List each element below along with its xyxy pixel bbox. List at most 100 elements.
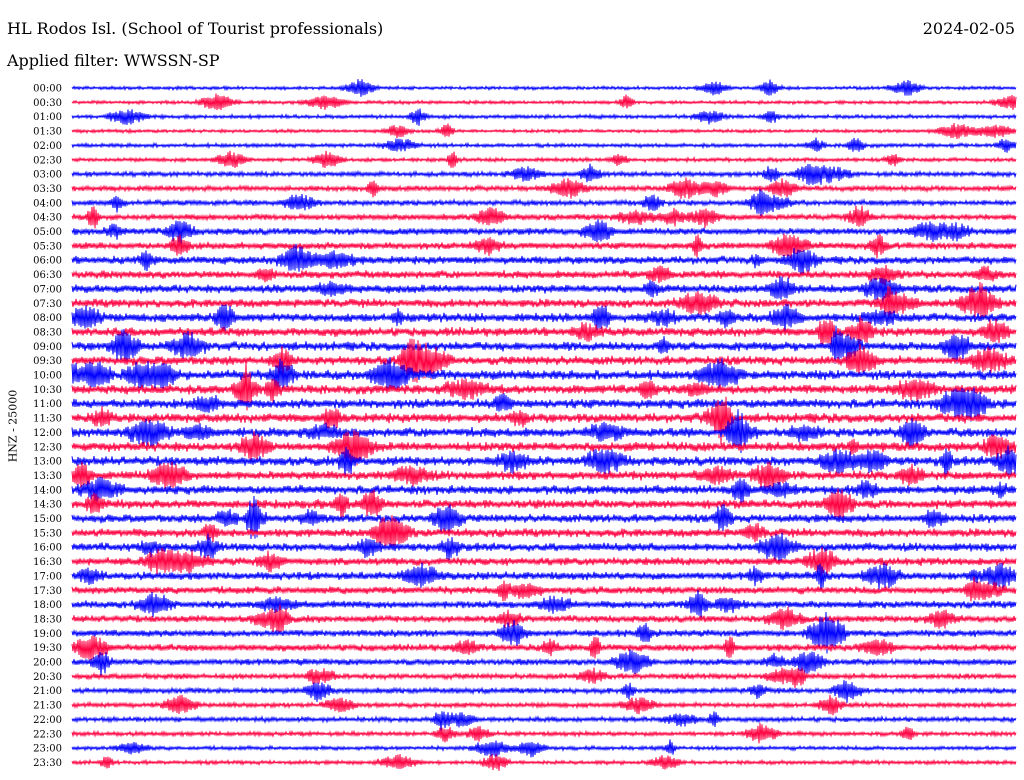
row-time-label: 00:30 [33,98,62,109]
trace-line [71,137,1017,153]
trace-line [71,667,1017,689]
trace-line [71,488,1017,522]
row-time-label: 21:00 [33,686,62,697]
trace-line [71,122,1017,140]
trace-line [71,93,1017,111]
trace-line [71,445,1017,478]
row-time-label: 14:30 [33,500,62,511]
row-time-label: 23:30 [33,758,62,769]
trace-line [71,357,1017,391]
row-time-label: 12:00 [33,428,62,439]
row-time-label: 20:00 [33,658,62,669]
row-time-label: 03:00 [33,170,62,181]
trace-line [71,108,1017,126]
trace-line [71,515,1017,549]
trace-line [71,396,1017,445]
row-time-label: 22:30 [33,729,62,740]
row-time-label: 07:30 [33,299,62,310]
row-time-label: 15:00 [33,514,62,525]
trace-line [71,649,1017,676]
row-time-label: 18:00 [33,600,62,611]
row-time-label: 20:30 [33,672,62,683]
row-time-label: 01:30 [33,127,62,138]
row-time-label: 16:00 [33,543,62,554]
row-time-label: 18:30 [33,614,62,625]
row-time-label: 11:30 [33,414,62,425]
trace-line [71,635,1017,661]
trace-line [71,694,1017,716]
row-time-label: 04:00 [33,198,62,209]
trace-line [71,79,1017,97]
row-time-label: 01:00 [33,112,62,123]
trace-line [71,177,1017,199]
row-time-label: 14:00 [33,485,62,496]
row-time-label: 06:30 [33,270,62,281]
row-time-label: 17:00 [33,571,62,582]
trace-line [71,495,1017,540]
trace-line [71,739,1017,758]
trace-line [71,303,1017,333]
trace-line [71,461,1017,490]
trace-line [71,219,1017,245]
row-time-label: 19:30 [33,643,62,654]
trace-line [71,205,1017,229]
trace-line [71,532,1017,563]
row-time-label: 07:00 [33,284,62,295]
row-time-label: 10:00 [33,371,62,382]
trace-line [71,276,1017,303]
trace-line [71,282,1017,319]
date-label: 2024-02-05 [922,19,1015,38]
trace-line [71,711,1017,731]
trace-line [71,680,1017,703]
row-time-label: 05:00 [33,227,62,238]
row-time-label: 12:30 [33,442,62,453]
trace-line [71,589,1017,618]
trace-line [71,576,1017,602]
row-time-label: 16:30 [33,557,62,568]
trace-line [71,264,1017,286]
row-time-label: 03:30 [33,184,62,195]
row-time-label: 11:00 [33,399,62,410]
trace-line [71,409,1017,454]
trace-line [71,338,1017,383]
trace-line [71,325,1017,365]
row-time-label: 10:30 [33,385,62,396]
row-time-label: 00:00 [33,84,62,95]
trace-line [71,361,1017,411]
filter-label: Applied filter: WWSSN-SP [7,51,220,70]
row-time-label: 02:00 [33,141,62,152]
row-time-label: 09:00 [33,342,62,353]
trace-line [71,562,1017,592]
station-title: HL Rodos Isl. (School of Tourist profess… [7,19,384,38]
row-time-label: 09:30 [33,356,62,367]
trace-line [71,723,1017,744]
row-time-label: 04:30 [33,213,62,224]
row-time-label: 15:30 [33,528,62,539]
row-time-label: 19:00 [33,629,62,640]
row-time-label: 23:00 [33,744,62,755]
row-time-label: 05:30 [33,241,62,252]
row-time-label: 06:00 [33,256,62,267]
trace-line [71,430,1017,466]
trace-line [71,476,1017,505]
row-time-label: 02:30 [33,155,62,166]
row-time-label: 13:00 [33,457,62,468]
row-time-label: 08:30 [33,327,62,338]
trace-line [71,387,1017,422]
row-time-label: 13:30 [33,471,62,482]
trace-line [71,547,1017,576]
trace-line [71,150,1017,168]
trace-line [71,754,1017,771]
row-time-label: 22:00 [33,715,62,726]
row-time-label: 21:30 [33,701,62,712]
trace-line [71,611,1017,654]
row-time-label: 08:00 [33,313,62,324]
row-time-label: 17:30 [33,586,62,597]
trace-line [71,243,1017,276]
trace-line [71,188,1017,217]
trace-line [71,315,1017,345]
trace-line [71,163,1017,186]
trace-line [71,233,1017,259]
trace-line [71,604,1017,635]
